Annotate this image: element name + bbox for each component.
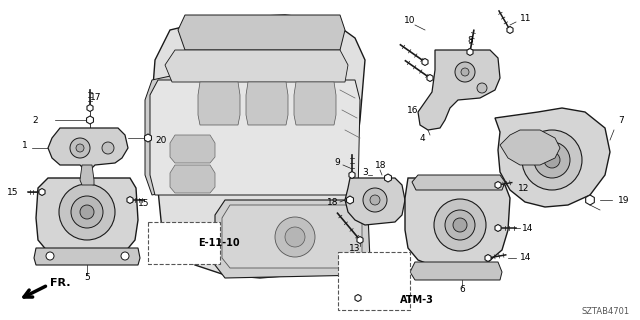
Polygon shape: [80, 165, 94, 185]
Polygon shape: [198, 82, 240, 125]
Circle shape: [46, 252, 54, 260]
Polygon shape: [422, 59, 428, 66]
Polygon shape: [507, 27, 513, 34]
Text: 11: 11: [520, 13, 531, 22]
Text: 9: 9: [334, 157, 340, 166]
Text: 15: 15: [6, 188, 18, 196]
Polygon shape: [225, 18, 247, 45]
Polygon shape: [586, 195, 595, 205]
Polygon shape: [48, 128, 128, 175]
Text: FR.: FR.: [50, 278, 70, 288]
Polygon shape: [485, 254, 491, 261]
Polygon shape: [127, 196, 133, 204]
Circle shape: [102, 142, 114, 154]
Polygon shape: [195, 18, 217, 45]
Polygon shape: [467, 49, 473, 55]
Text: 3: 3: [362, 167, 368, 177]
Bar: [148, 222, 220, 264]
Polygon shape: [145, 134, 152, 142]
Text: E-11-10: E-11-10: [198, 238, 239, 248]
Polygon shape: [34, 248, 140, 265]
Text: 20: 20: [155, 135, 166, 145]
Circle shape: [534, 142, 570, 178]
Polygon shape: [215, 200, 370, 278]
Polygon shape: [495, 181, 501, 188]
Polygon shape: [170, 135, 215, 163]
Polygon shape: [357, 236, 363, 244]
Circle shape: [370, 195, 380, 205]
Polygon shape: [427, 75, 433, 82]
Polygon shape: [412, 175, 505, 190]
Polygon shape: [222, 205, 362, 268]
Text: 7: 7: [618, 116, 624, 124]
Polygon shape: [355, 294, 361, 301]
Circle shape: [434, 199, 486, 251]
Circle shape: [522, 130, 582, 190]
Circle shape: [76, 144, 84, 152]
Polygon shape: [170, 165, 215, 193]
Circle shape: [477, 83, 487, 93]
Polygon shape: [246, 82, 288, 125]
Polygon shape: [349, 172, 355, 179]
Polygon shape: [255, 18, 277, 45]
Polygon shape: [500, 130, 560, 165]
Text: SZTAB4701: SZTAB4701: [582, 308, 630, 316]
Circle shape: [275, 217, 315, 257]
Polygon shape: [410, 262, 502, 280]
Polygon shape: [165, 50, 348, 82]
Text: 5: 5: [84, 274, 90, 283]
Polygon shape: [495, 225, 501, 231]
Polygon shape: [145, 75, 178, 195]
Polygon shape: [87, 105, 93, 111]
Circle shape: [544, 152, 560, 168]
Polygon shape: [385, 174, 392, 182]
Text: 19: 19: [618, 196, 630, 204]
Polygon shape: [495, 108, 610, 207]
Polygon shape: [150, 80, 360, 195]
Circle shape: [445, 210, 475, 240]
Text: ATM-3: ATM-3: [400, 295, 434, 305]
Text: 14: 14: [522, 223, 533, 233]
Text: 2: 2: [33, 116, 38, 124]
Circle shape: [461, 68, 469, 76]
Bar: [338, 252, 410, 310]
Circle shape: [70, 138, 90, 158]
Text: 16: 16: [406, 106, 418, 115]
Circle shape: [285, 227, 305, 247]
Text: 8: 8: [467, 36, 473, 44]
Circle shape: [363, 188, 387, 212]
Polygon shape: [345, 178, 405, 225]
Text: 12: 12: [518, 183, 529, 193]
Circle shape: [455, 62, 475, 82]
Text: 6: 6: [459, 285, 465, 294]
Text: 10: 10: [404, 15, 416, 25]
Text: 4: 4: [419, 133, 425, 142]
Circle shape: [71, 196, 103, 228]
Polygon shape: [152, 15, 365, 278]
Text: 18: 18: [375, 161, 387, 170]
Polygon shape: [178, 15, 345, 50]
Polygon shape: [418, 50, 500, 130]
Polygon shape: [346, 196, 353, 204]
Circle shape: [453, 218, 467, 232]
Text: 17: 17: [90, 92, 102, 101]
Polygon shape: [36, 178, 138, 252]
Polygon shape: [285, 18, 307, 45]
Polygon shape: [155, 254, 161, 261]
Polygon shape: [294, 82, 336, 125]
Circle shape: [59, 184, 115, 240]
Text: 14: 14: [520, 253, 531, 262]
Polygon shape: [39, 188, 45, 196]
Circle shape: [80, 205, 94, 219]
Text: 13: 13: [349, 244, 360, 252]
Text: 18: 18: [326, 197, 338, 206]
Text: 15: 15: [138, 198, 150, 207]
Polygon shape: [86, 116, 93, 124]
Circle shape: [121, 252, 129, 260]
Text: 1: 1: [22, 140, 28, 149]
Polygon shape: [405, 178, 510, 268]
